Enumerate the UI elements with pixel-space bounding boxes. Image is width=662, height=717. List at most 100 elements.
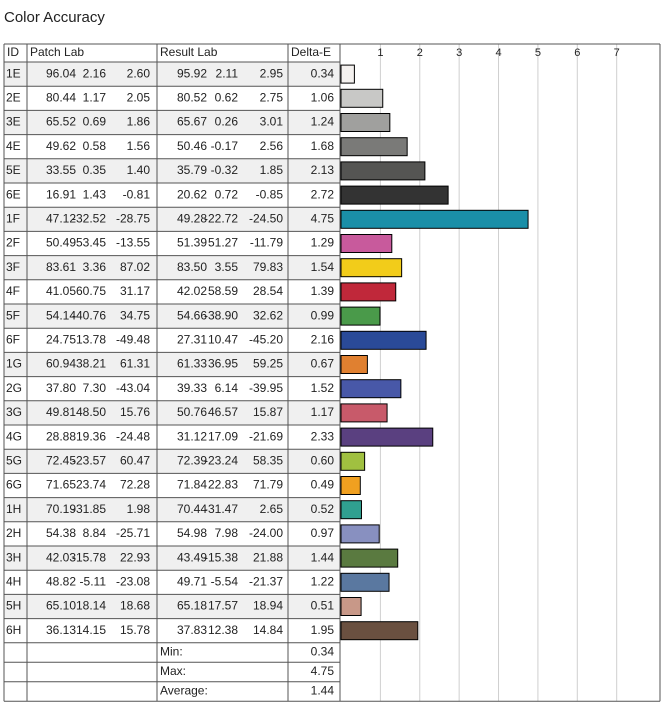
patch-lab: 36.13 [46,623,76,637]
bar [340,476,361,495]
result-lab: 50.46 [177,139,207,153]
result-lab: -11.79 [250,236,283,250]
delta-e: 0.99 [311,308,335,322]
result-lab: 42.02 [177,284,207,298]
patch-id: 4H [6,574,21,588]
result-lab: 65.67 [177,115,207,129]
patch-id: 2E [6,90,21,104]
result-lab: 51.27 [208,236,238,250]
column-header: Result Lab [160,45,218,59]
patch-lab: -23.08 [116,574,150,588]
bar [340,427,434,447]
result-lab: -15.38 [204,550,238,564]
result-lab: 39.33 [177,381,207,395]
result-lab: 65.18 [177,599,207,613]
delta-e: 0.60 [311,453,335,467]
patch-id: 5E [6,163,21,177]
result-lab: -38.90 [204,308,238,322]
row-bg [4,546,340,571]
delta-e: 0.34 [311,66,335,80]
patch-lab: 72.45 [46,453,76,467]
patch-lab: 18.68 [120,599,150,613]
result-lab: 20.62 [177,187,207,201]
patch-lab: 1.17 [83,90,107,104]
result-lab: 35.79 [177,163,207,177]
patch-lab: 70.19 [46,502,76,516]
delta-e: 1.68 [311,139,335,153]
bar [340,64,355,84]
x-tick-label: 4 [495,47,501,59]
patch-lab: 49.62 [46,139,76,153]
patch-id: 2F [6,236,20,250]
bar [340,185,449,205]
bar [340,403,388,423]
row-bg [4,183,340,208]
row-bg [4,473,340,498]
patch-lab: 48.82 [46,574,76,588]
patch-lab: 1.98 [127,502,151,516]
result-lab: 58.59 [208,284,238,298]
result-lab: 31.12 [177,429,207,443]
patch-lab: -31.85 [72,502,106,516]
row-bg [4,425,340,450]
result-lab: 51.39 [177,236,207,250]
x-tick-label: 1 [377,47,383,59]
patch-lab: 65.10 [46,599,76,613]
row-bg [4,62,340,87]
result-lab: -5.54 [211,574,239,588]
result-lab: 95.92 [177,66,207,80]
patch-lab: 65.52 [46,115,76,129]
bar [340,113,391,132]
result-lab: 72.39 [177,453,207,467]
result-lab: -24.50 [249,211,283,225]
row-bg [4,86,340,111]
patch-lab: 16.91 [46,187,76,201]
delta-e: 0.67 [311,357,335,371]
x-tick-label: 7 [614,47,620,59]
result-lab: 36.95 [208,357,238,371]
bar [340,234,393,253]
patch-id: 6F [6,332,20,346]
result-lab: 43.49 [177,550,207,564]
result-lab: 6.14 [215,381,239,395]
result-lab: -0.17 [211,139,239,153]
delta-e: 1.54 [311,260,335,274]
result-lab: 1.85 [260,163,284,177]
summary-label: Average: [160,684,208,698]
patch-lab: -5.11 [80,574,107,588]
patch-lab: 1.43 [83,187,107,201]
delta-e: 2.72 [311,187,335,201]
result-lab: 3.01 [260,115,284,129]
result-lab: -0.85 [256,187,284,201]
result-lab: 2.75 [260,90,284,104]
delta-e: 0.49 [311,478,335,492]
summary-label: Min: [160,645,183,659]
result-lab: 2.11 [216,66,239,80]
column-header: Delta-E [291,45,331,59]
row-bg [4,304,340,329]
delta-e: 1.06 [311,90,335,104]
result-lab: -23.24 [204,453,238,467]
patch-lab: 15.76 [120,405,150,419]
patch-lab: 49.81 [46,405,76,419]
result-lab: 58.35 [253,453,283,467]
patch-id: 3E [6,115,21,129]
patch-lab: 1.40 [127,163,151,177]
result-lab: 0.62 [215,90,239,104]
patch-id: 1G [6,357,22,371]
delta-e: 1.24 [311,115,335,129]
delta-e: 2.33 [311,429,335,443]
patch-lab: 2.60 [127,66,151,80]
patch-id: 1H [6,502,21,516]
result-lab: 70.44 [177,502,207,516]
row-bg [4,376,340,401]
bar [340,330,427,350]
result-lab: 83.50 [177,260,207,274]
result-lab: 2.56 [260,139,284,153]
result-lab: 17.57 [208,599,238,613]
patch-lab: 18.14 [76,599,106,613]
result-lab: 22.83 [208,478,238,492]
row-bg [4,352,340,377]
patch-lab: -49.48 [116,332,150,346]
